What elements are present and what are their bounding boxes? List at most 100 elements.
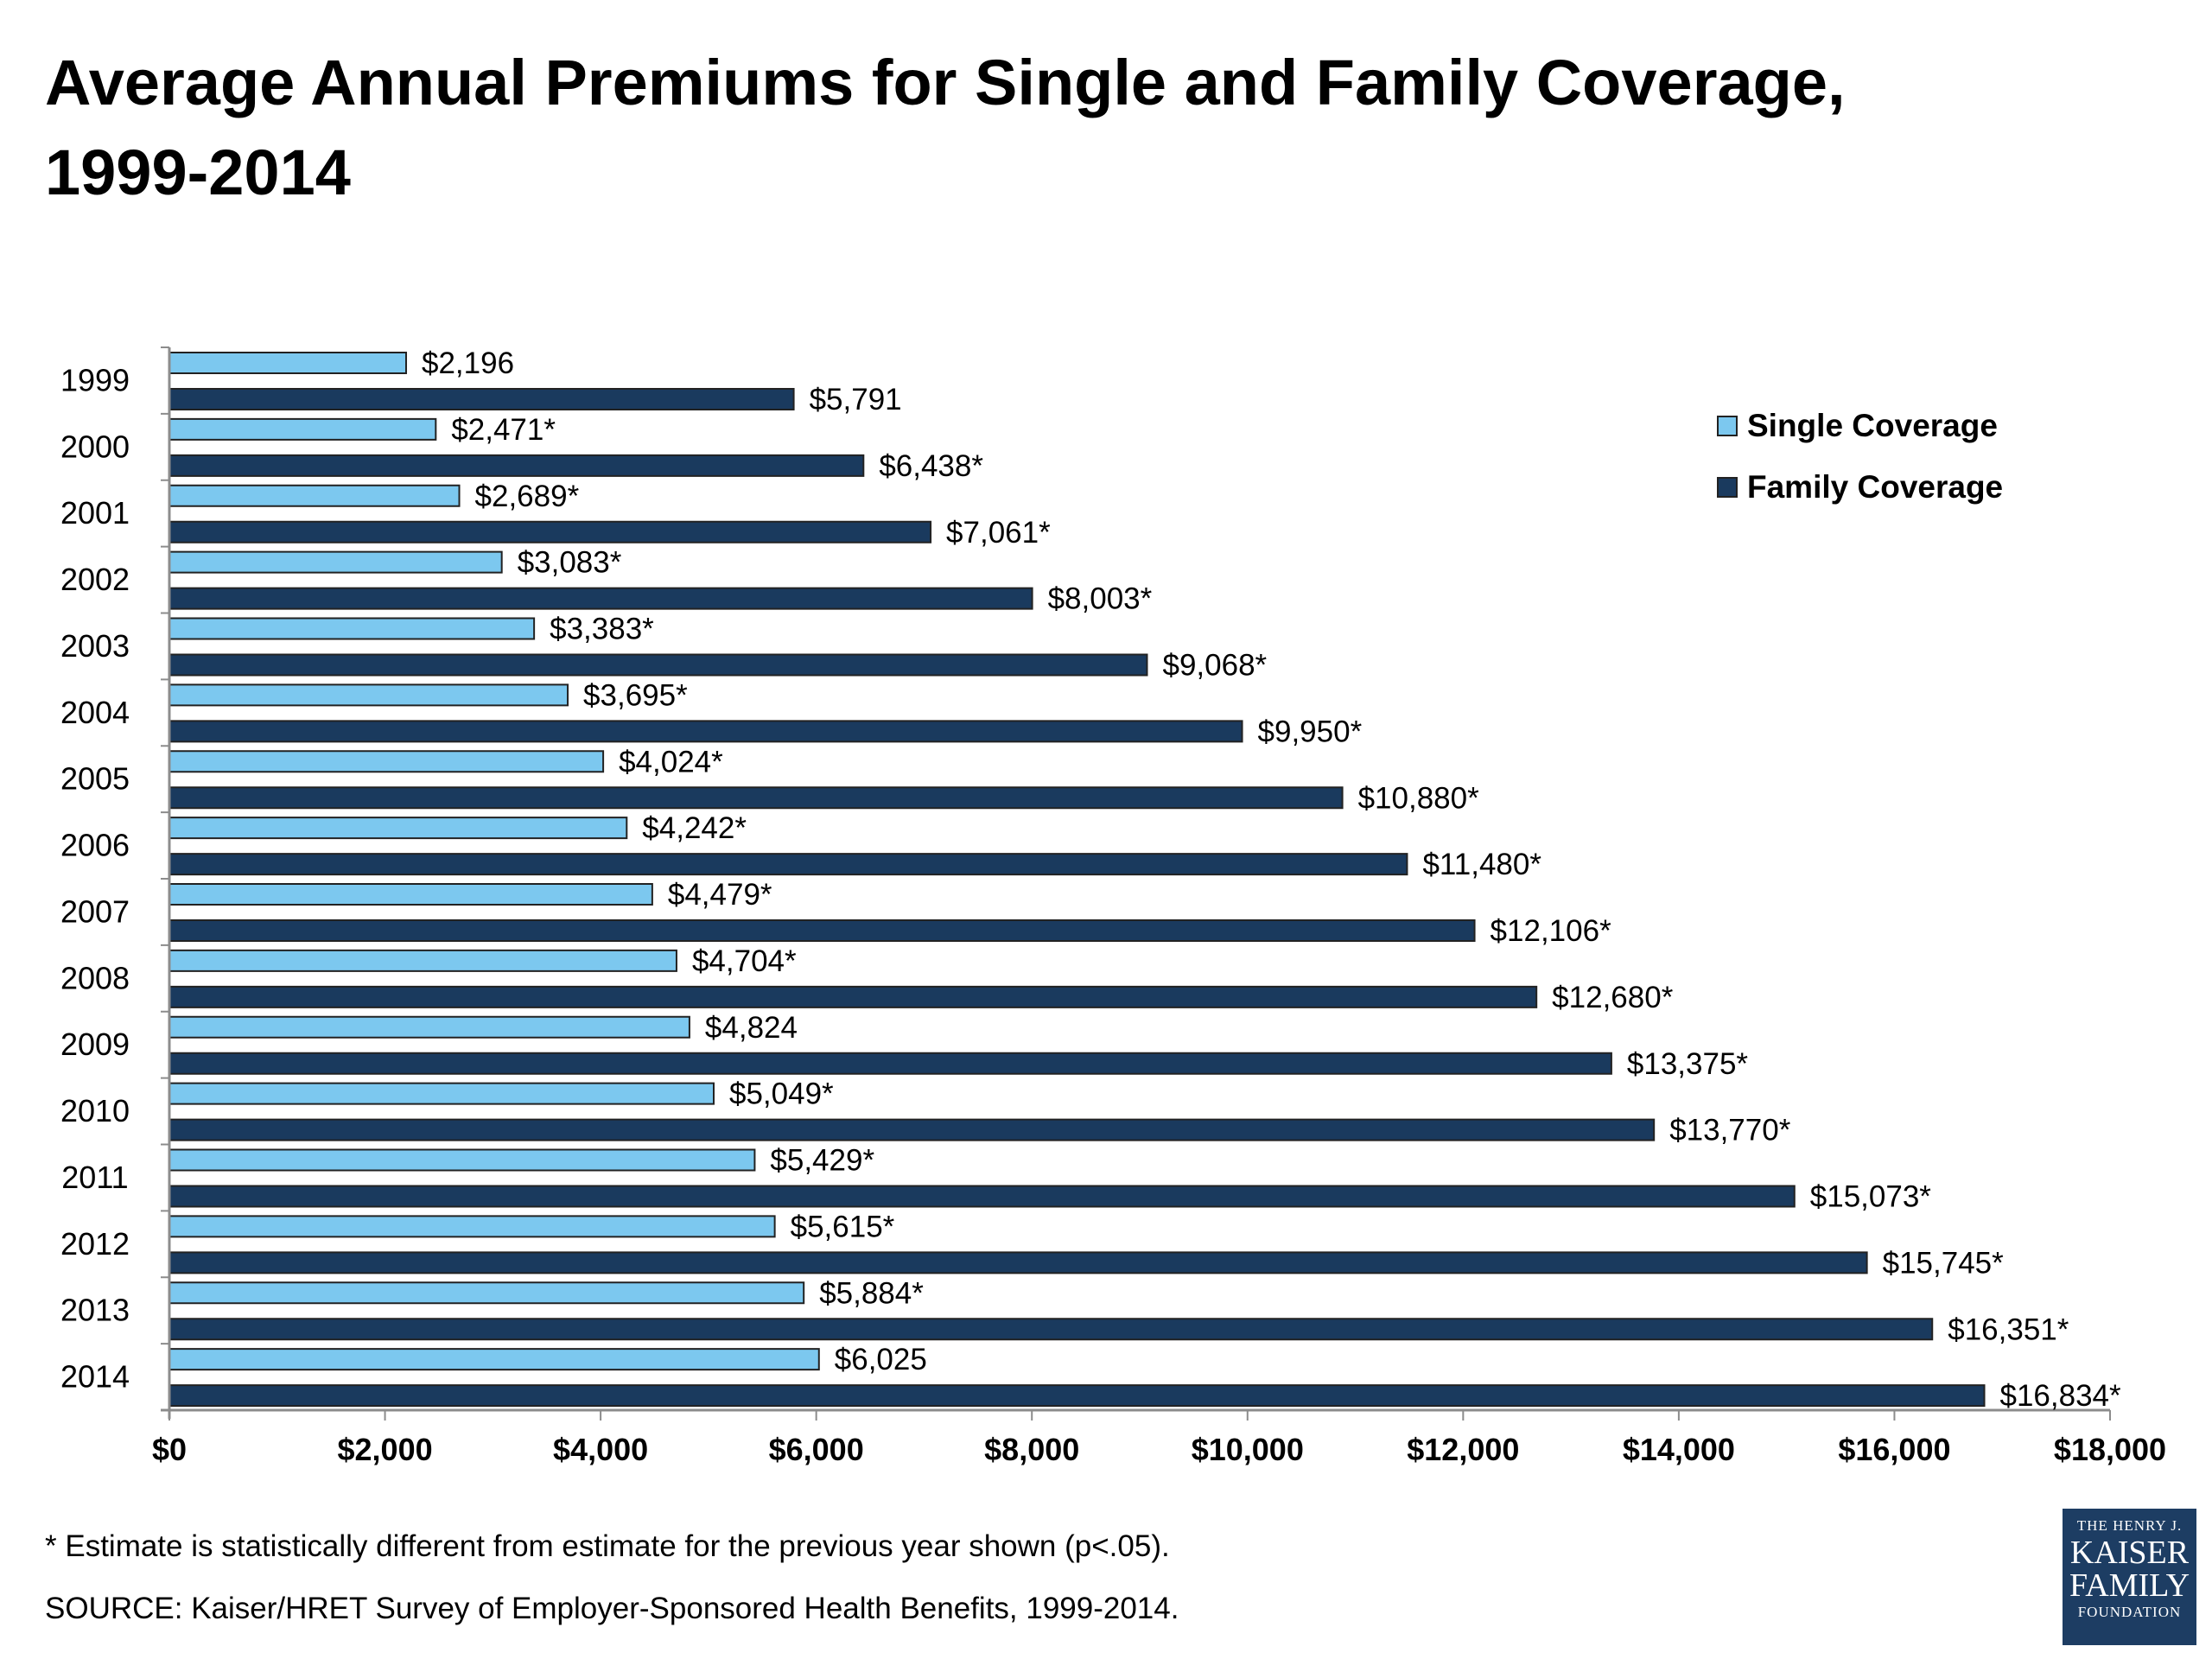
single-data-label-2009: $4,824 bbox=[705, 1011, 798, 1045]
single-data-label-2012: $5,615* bbox=[791, 1210, 895, 1243]
family-bar-2004 bbox=[168, 720, 1243, 743]
family-bar-2001 bbox=[168, 520, 932, 543]
y-tick-label-2013: 2013 bbox=[60, 1293, 130, 1328]
y-tick-label-2006: 2006 bbox=[60, 828, 130, 863]
family-data-label-2010: $13,770* bbox=[1669, 1114, 1791, 1147]
family-bar-1999 bbox=[168, 388, 795, 410]
family-data-label-2014: $16,834* bbox=[2000, 1379, 2122, 1413]
legend-label-single: Single Coverage bbox=[1747, 408, 1998, 443]
x-tick-label: $0 bbox=[152, 1432, 187, 1467]
single-data-label-2002: $3,083* bbox=[518, 546, 622, 580]
family-data-label-2000: $6,438* bbox=[879, 449, 983, 483]
family-data-label-2011: $15,073* bbox=[1810, 1180, 1932, 1214]
single-data-label-2006: $4,242* bbox=[642, 811, 747, 845]
y-tick-label-2008: 2008 bbox=[60, 960, 130, 995]
y-tick-label-2001: 2001 bbox=[60, 495, 130, 531]
family-data-label-2013: $16,351* bbox=[1948, 1313, 2069, 1346]
single-bar-2007 bbox=[168, 883, 653, 906]
single-data-label-2010: $5,049* bbox=[729, 1077, 834, 1111]
chart-title: Average Annual Premiums for Single and F… bbox=[45, 38, 2032, 218]
single-data-label-2004: $3,695* bbox=[583, 678, 688, 712]
bars-layer bbox=[168, 352, 1986, 1408]
single-bar-2013 bbox=[168, 1281, 805, 1305]
y-tick-label-2011: 2011 bbox=[61, 1160, 128, 1195]
single-bar-2002 bbox=[168, 550, 503, 574]
family-data-label-1999: $5,791 bbox=[810, 383, 902, 416]
legend-swatch-family bbox=[1717, 477, 1738, 498]
legend-swatch-single bbox=[1717, 416, 1738, 436]
family-bar-2003 bbox=[168, 653, 1148, 677]
family-bar-2002 bbox=[168, 587, 1033, 610]
family-bar-2013 bbox=[168, 1318, 1934, 1341]
legend: Single Coverage Family Coverage bbox=[1717, 408, 2003, 505]
single-data-label-2008: $4,704* bbox=[692, 944, 797, 978]
family-bar-2011 bbox=[168, 1185, 1796, 1208]
single-bar-2001 bbox=[168, 484, 461, 507]
y-tick-label-2009: 2009 bbox=[60, 1027, 130, 1062]
y-tick-label-2000: 2000 bbox=[60, 429, 130, 464]
x-tick-label: $10,000 bbox=[1192, 1432, 1304, 1467]
single-bar-1999 bbox=[168, 352, 408, 374]
y-tick-label-2012: 2012 bbox=[60, 1226, 130, 1262]
family-data-label-2002: $8,003* bbox=[1048, 582, 1153, 616]
single-bar-2003 bbox=[168, 617, 536, 640]
logo-line-4: FOUNDATION bbox=[2077, 1604, 2182, 1620]
family-bar-2005 bbox=[168, 786, 1344, 810]
single-data-label-2000: $2,471* bbox=[451, 413, 556, 447]
single-bar-2006 bbox=[168, 817, 628, 840]
x-tick-label: $4,000 bbox=[553, 1432, 648, 1467]
y-tick-label-2002: 2002 bbox=[60, 562, 130, 597]
logo-line-1: THE HENRY J. bbox=[2076, 1517, 2183, 1534]
single-data-label-2005: $4,024* bbox=[619, 745, 723, 779]
legend-label-family: Family Coverage bbox=[1747, 469, 2003, 505]
family-data-label-2001: $7,061* bbox=[946, 516, 1051, 550]
x-tick-label: $18,000 bbox=[2054, 1432, 2166, 1467]
y-tick-label-1999: 1999 bbox=[60, 362, 130, 397]
single-bar-2008 bbox=[168, 949, 677, 972]
family-data-label-2006: $11,480* bbox=[1422, 848, 1541, 881]
family-data-label-2005: $10,880* bbox=[1358, 781, 1480, 815]
single-bar-2011 bbox=[168, 1148, 756, 1172]
chart-title-line-2: 1999-2014 bbox=[45, 137, 351, 208]
chart-title-line-1: Average Annual Premiums for Single and F… bbox=[45, 47, 1846, 118]
family-data-label-2004: $9,950* bbox=[1258, 715, 1363, 748]
y-tick-label-2007: 2007 bbox=[60, 893, 130, 929]
single-bar-2005 bbox=[168, 750, 605, 773]
x-tick-label: $16,000 bbox=[1838, 1432, 1950, 1467]
x-tick-label: $12,000 bbox=[1407, 1432, 1519, 1467]
x-tick-label: $8,000 bbox=[984, 1432, 1079, 1467]
family-data-label-2007: $12,106* bbox=[1491, 914, 1612, 948]
significance-footnote: * Estimate is statistically different fr… bbox=[45, 1529, 1170, 1563]
single-bar-2014 bbox=[168, 1348, 820, 1371]
family-bar-2006 bbox=[168, 853, 1408, 876]
family-data-label-2009: $13,375* bbox=[1627, 1047, 1749, 1081]
family-bar-2007 bbox=[168, 919, 1476, 942]
single-data-label-2013: $5,884* bbox=[819, 1276, 924, 1310]
y-tick-label-2003: 2003 bbox=[60, 628, 130, 664]
family-bar-2010 bbox=[168, 1118, 1656, 1141]
family-data-label-2008: $12,680* bbox=[1552, 981, 1674, 1014]
y-tick-label-2014: 2014 bbox=[60, 1359, 130, 1395]
single-data-label-2007: $4,479* bbox=[668, 878, 772, 912]
x-tick-label: $14,000 bbox=[1623, 1432, 1735, 1467]
single-bar-2004 bbox=[168, 683, 569, 707]
family-data-label-2012: $15,745* bbox=[1883, 1246, 2005, 1280]
family-bar-2009 bbox=[168, 1052, 1612, 1075]
single-bar-2012 bbox=[168, 1215, 776, 1238]
y-tick-label-2005: 2005 bbox=[60, 761, 130, 797]
single-bar-2000 bbox=[168, 417, 437, 441]
family-bar-2014 bbox=[168, 1384, 1986, 1408]
axes-layer bbox=[161, 346, 2111, 1421]
y-tick-label-2010: 2010 bbox=[60, 1093, 130, 1128]
single-bar-2010 bbox=[168, 1082, 715, 1105]
single-data-label-2003: $3,383* bbox=[550, 613, 654, 646]
logo-line-3: FAMILY bbox=[2069, 1567, 2190, 1604]
single-bar-2009 bbox=[168, 1015, 690, 1039]
y-tick-label-2004: 2004 bbox=[60, 695, 130, 730]
family-bar-2012 bbox=[168, 1251, 1868, 1274]
family-bar-2000 bbox=[168, 454, 865, 477]
single-data-label-2011: $5,429* bbox=[770, 1144, 874, 1178]
single-data-label-2014: $6,025 bbox=[835, 1343, 927, 1376]
single-data-label-1999: $2,196 bbox=[422, 346, 514, 380]
